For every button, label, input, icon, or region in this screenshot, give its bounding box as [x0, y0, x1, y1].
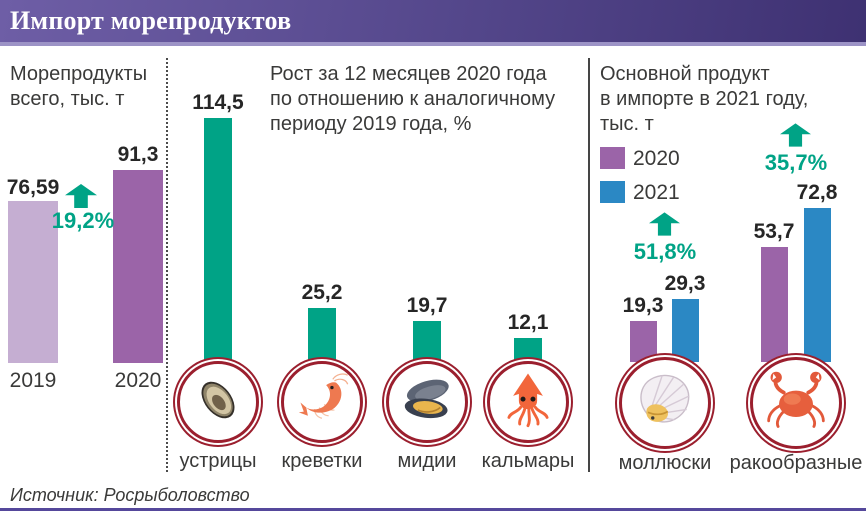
shrimp-circle [281, 361, 363, 443]
totals-section-title: Морепродукты всего, тыс. т [10, 62, 210, 112]
source-note: Источник: Росрыболовство [10, 485, 250, 505]
mussels-label: мидии [397, 450, 457, 472]
growth-section-title: Рост за 12 месяцев 2020 года по отношени… [270, 62, 580, 137]
totals-growth-value: 19,2% [51, 208, 115, 233]
oysters-value: 114,5 [192, 91, 244, 114]
scallop-icon [632, 368, 698, 439]
squid-icon [499, 371, 557, 434]
main2021-title-line1: Основной продукт [600, 63, 770, 85]
totals-2020-value: 91,3 [117, 143, 159, 166]
squid-label: кальмары [481, 450, 575, 472]
oysters-label: устрицы [179, 450, 257, 472]
main2021-title-line3: тыс. т [600, 113, 654, 135]
totals-title-line2: всего, тыс. т [10, 88, 125, 110]
legend-swatch-2021 [600, 181, 625, 203]
growth-arrow-icon [64, 184, 98, 213]
shrimp-label: креветки [281, 450, 363, 472]
molluscs-growth-arrow-icon [649, 212, 680, 241]
legend-label-2020: 2020 [633, 147, 680, 170]
totals-2020-bar [113, 170, 163, 363]
growth-title-line3: периоду 2019 года, % [270, 113, 472, 135]
header-bar: Импорт морепродуктов [0, 0, 866, 46]
totals-2020-label: 2020 [114, 369, 162, 392]
scallop-circle [619, 357, 711, 449]
crustaceans-2020-value: 53,7 [753, 220, 795, 243]
divider-left [166, 58, 168, 472]
crab-icon [763, 368, 829, 439]
totals-title-line1: Морепродукты [10, 63, 148, 85]
mussels-value: 19,7 [406, 294, 448, 317]
mussel-circle [386, 361, 468, 443]
oysters-bar [204, 118, 232, 380]
bottom-rule [0, 508, 866, 511]
crustaceans-2020-bar [761, 247, 788, 362]
mussel-icon [398, 371, 456, 434]
crustaceans-growth-arrow-icon [780, 123, 811, 152]
molluscs-growth-value: 51,8% [633, 239, 697, 264]
growth-title-line2: по отношению к аналогичному [270, 88, 556, 110]
main2021-section-title: Основной продукт в импорте в 2021 году, … [600, 62, 860, 137]
crustaceans-growth-value: 35,7% [764, 150, 828, 175]
shrimp-value: 25,2 [301, 281, 343, 304]
totals-2019-bar [8, 201, 58, 363]
oyster-circle [177, 361, 259, 443]
totals-2019-value: 76,59 [6, 176, 60, 199]
squid-circle [487, 361, 569, 443]
totals-2019-label: 2019 [9, 369, 57, 392]
legend-label-2021: 2021 [633, 181, 680, 204]
legend-swatch-2020 [600, 147, 625, 169]
molluscs-2021-value: 29,3 [664, 272, 706, 295]
crustaceans-2021-value: 72,8 [796, 181, 838, 204]
oyster-icon [189, 371, 247, 434]
divider-right [588, 58, 590, 472]
growth-title-line1: Рост за 12 месяцев 2020 года [270, 63, 547, 85]
molluscs-label: моллюски [618, 452, 712, 474]
molluscs-2020-bar [630, 321, 657, 362]
main2021-title-line2: в импорте в 2021 году, [600, 88, 809, 110]
crab-circle [750, 357, 842, 449]
page-title: Импорт морепродуктов [10, 6, 292, 35]
squid-value: 12,1 [507, 311, 549, 334]
shrimp-icon [293, 371, 351, 434]
crustaceans-label: ракообразные [729, 452, 863, 474]
molluscs-2020-value: 19,3 [622, 294, 664, 317]
molluscs-2021-bar [672, 299, 699, 362]
crustaceans-2021-bar [804, 208, 831, 362]
